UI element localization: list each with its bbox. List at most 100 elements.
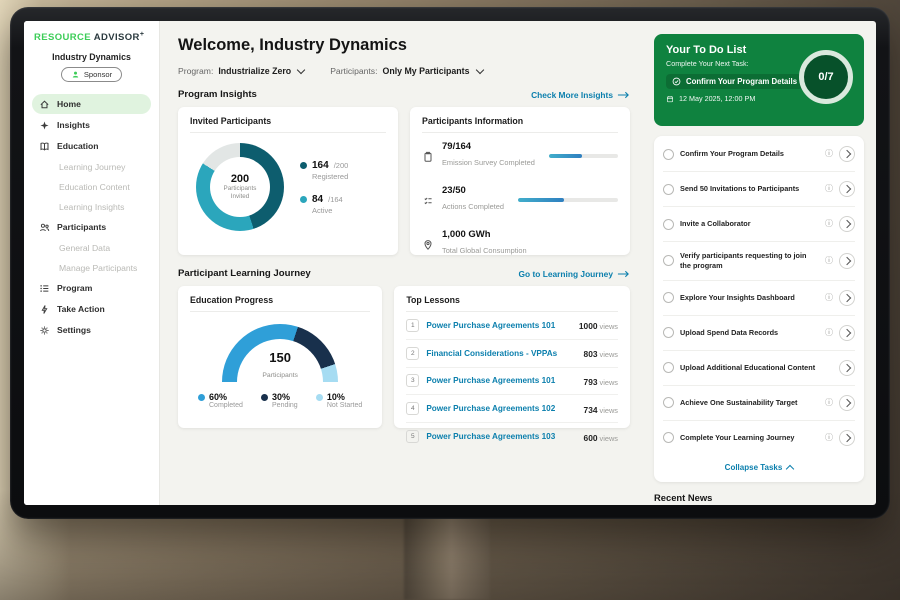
program-filter-dropdown[interactable]: Program: Industrialize Zero xyxy=(178,65,306,76)
lesson-link[interactable]: Power Purchase Agreements 101 xyxy=(426,376,556,386)
learning-cards: Education Progress 150 Participants xyxy=(178,286,630,444)
task-row-send-invitations[interactable]: Send 50 Invitations to Participants ⓘ xyxy=(663,172,855,207)
sidebar-item-participants[interactable]: Participants xyxy=(32,217,151,237)
task-label: Send 50 Invitations to Participants xyxy=(680,184,800,194)
task-open-button[interactable] xyxy=(839,324,855,341)
sidebar-item-label: Settings xyxy=(57,325,91,336)
lesson-rank: 5 xyxy=(406,430,420,444)
checkbox-icon[interactable] xyxy=(663,362,674,374)
lesson-row: 3 Power Purchase Agreements 101 793 views xyxy=(406,368,618,396)
task-row-upload-spend-data[interactable]: Upload Spend Data Records ⓘ xyxy=(663,316,855,351)
task-open-button[interactable] xyxy=(839,359,855,376)
task-open-button[interactable] xyxy=(839,252,855,269)
collapse-tasks-button[interactable]: Collapse Tasks xyxy=(663,455,855,481)
checkbox-icon[interactable] xyxy=(663,148,674,160)
emission-survey-progress-bar xyxy=(548,153,618,158)
lesson-link[interactable]: Power Purchase Agreements 103 xyxy=(426,432,556,442)
task-row-verify-participants[interactable]: Verify participants requesting to join t… xyxy=(663,242,855,281)
sidebar-item-learning-insights[interactable]: Learning Insights xyxy=(32,197,151,216)
task-open-button[interactable] xyxy=(839,146,855,162)
chevron-down-icon xyxy=(296,65,306,74)
lesson-link[interactable]: Financial Considerations - VPPAs xyxy=(426,348,558,358)
todo-summary-card: Your To Do List Complete Your Next Task:… xyxy=(654,34,864,126)
task-open-button[interactable] xyxy=(839,181,855,197)
task-open-button[interactable] xyxy=(839,394,855,411)
lesson-link[interactable]: Power Purchase Agreements 101 xyxy=(426,320,556,330)
task-row-achieve-sustainability-target[interactable]: Achieve One Sustainability Target ⓘ xyxy=(663,386,855,421)
go-to-learning-journey-link[interactable]: Go to Learning Journey xyxy=(519,269,630,279)
lesson-row: 1 Power Purchase Agreements 101 1000 view… xyxy=(406,312,618,340)
clipboard-icon xyxy=(422,150,434,162)
task-row-invite-collaborator[interactable]: Invite a Collaborator ⓘ xyxy=(663,207,855,242)
sidebar-item-insights[interactable]: Insights xyxy=(32,115,151,135)
info-icon[interactable]: ⓘ xyxy=(825,184,833,193)
checkbox-icon[interactable] xyxy=(663,327,674,339)
sidebar-item-home[interactable]: Home xyxy=(32,94,151,115)
info-icon[interactable]: ⓘ xyxy=(825,292,833,302)
check-more-insights-link[interactable]: Check More Insights xyxy=(531,90,630,100)
monitor-bezel: RESOURCE ADVISOR+ Industry Dynamics Spon… xyxy=(10,7,890,519)
task-row-confirm-program[interactable]: Confirm Your Program Details ⓘ xyxy=(663,137,855,172)
lesson-link[interactable]: Power Purchase Agreements 102 xyxy=(426,404,556,414)
info-icon[interactable]: ⓘ xyxy=(825,432,833,442)
global-consumption-stat: 1,000 GWh Total Global Consumption xyxy=(422,221,618,265)
task-row-upload-educational-content[interactable]: Upload Additional Educational Content xyxy=(663,351,855,386)
next-task-banner[interactable]: Confirm Your Program Details xyxy=(666,74,804,89)
checkbox-icon[interactable] xyxy=(663,255,674,267)
sidebar-item-label: Participants xyxy=(57,222,107,233)
sidebar-item-label: Manage Participants xyxy=(59,262,138,273)
list-icon xyxy=(39,283,50,294)
checkbox-icon[interactable] xyxy=(663,292,674,304)
task-row-complete-learning-journey[interactable]: Complete Your Learning Journey ⓘ xyxy=(663,421,855,455)
legend-item-active: 84 /164 Active xyxy=(300,194,348,215)
lesson-row: 2 Financial Considerations - VPPAs 803 vi… xyxy=(406,340,618,368)
sidebar-item-take-action[interactable]: Take Action xyxy=(32,299,151,319)
link-label: Go to Learning Journey xyxy=(518,268,613,279)
legend-item-registered: 164 /200 Registered xyxy=(300,160,348,181)
not-started-dot-icon xyxy=(315,393,323,401)
task-label: Complete Your Learning Journey xyxy=(680,432,795,442)
sidebar-item-manage-participants[interactable]: Manage Participants xyxy=(32,258,151,277)
task-row-explore-insights[interactable]: Explore Your Insights Dashboard ⓘ xyxy=(663,281,855,316)
completed-dot-icon xyxy=(198,393,205,401)
legend-value: 84 xyxy=(312,193,324,205)
task-label: Explore Your Insights Dashboard xyxy=(680,292,795,302)
task-open-button[interactable] xyxy=(839,289,855,306)
invited-participants-card: Invited Participants 200 Participants In… xyxy=(178,107,398,255)
program-insights-title: Program Insights xyxy=(178,89,257,100)
sidebar-item-education-content[interactable]: Education Content xyxy=(32,177,151,196)
checkbox-icon[interactable] xyxy=(663,397,674,409)
sidebar-item-general-data[interactable]: General Data xyxy=(32,238,151,257)
sidebar-item-label: Learning Insights xyxy=(59,201,125,212)
sidebar-item-settings[interactable]: Settings xyxy=(32,320,151,340)
learning-journey-header: Participant Learning Journey Go to Learn… xyxy=(178,268,630,279)
sidebar-item-label: Education Content xyxy=(59,181,130,192)
people-icon xyxy=(39,222,50,233)
legend-item-not-started: 10% Not Started xyxy=(315,392,362,409)
legend-total: /164 xyxy=(328,194,343,204)
checkbox-icon[interactable] xyxy=(663,432,674,444)
dashboard-screen: RESOURCE ADVISOR+ Industry Dynamics Spon… xyxy=(24,21,876,505)
arrow-right-icon xyxy=(617,270,629,277)
sidebar-item-education[interactable]: Education xyxy=(32,136,151,156)
sidebar-item-program[interactable]: Program xyxy=(32,278,151,298)
participants-filter-dropdown[interactable]: Participants: Only My Participants xyxy=(330,65,484,76)
sidebar-item-learning-journey[interactable]: Learning Journey xyxy=(32,157,151,176)
recent-news-title: Recent News xyxy=(654,491,713,503)
task-open-button[interactable] xyxy=(839,429,855,446)
info-icon[interactable]: ⓘ xyxy=(825,219,833,228)
checkbox-icon[interactable] xyxy=(663,183,674,195)
gauge-center-caption: Participants xyxy=(262,372,298,379)
top-lessons-card: Top Lessons 1 Power Purchase Agreements … xyxy=(394,286,630,444)
info-icon[interactable]: ⓘ xyxy=(825,327,833,337)
info-icon[interactable]: ⓘ xyxy=(825,255,833,265)
checkbox-icon[interactable] xyxy=(663,218,674,230)
sponsor-badge: Sponsor xyxy=(60,67,123,83)
app-logo: RESOURCE ADVISOR+ xyxy=(32,31,151,43)
task-open-button[interactable] xyxy=(839,216,855,232)
sidebar-nav: Home Insights Education Learning Journey… xyxy=(32,94,151,340)
insights-icon xyxy=(39,120,50,131)
info-icon[interactable]: ⓘ xyxy=(825,149,833,158)
info-icon[interactable]: ⓘ xyxy=(825,397,833,407)
legend-item-pending: 30% Pending xyxy=(261,392,298,409)
